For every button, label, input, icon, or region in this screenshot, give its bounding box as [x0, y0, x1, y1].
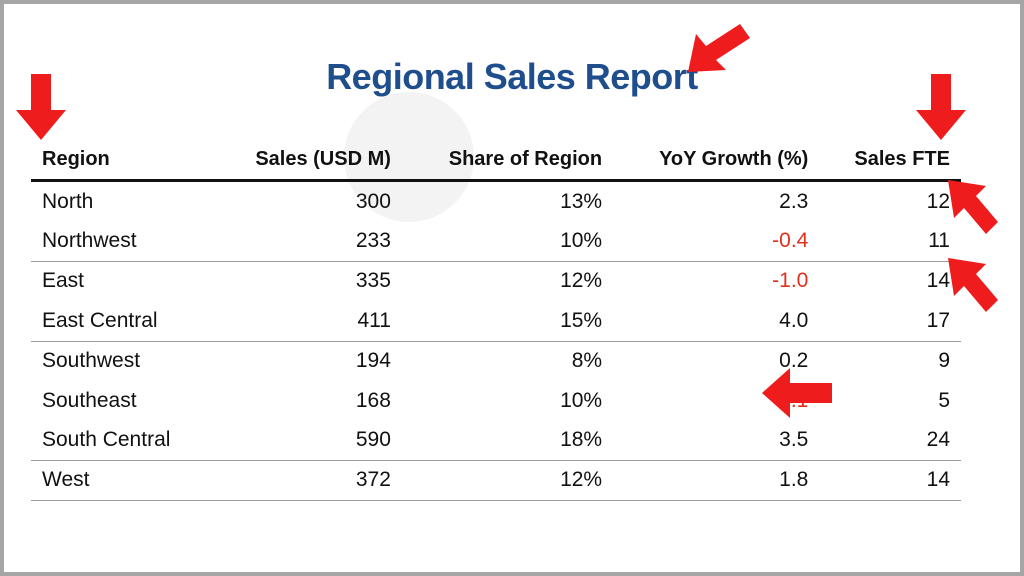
- table-header-row: Region Sales (USD M) Share of Region YoY…: [31, 140, 961, 182]
- arrow-row-north-icon: [948, 180, 998, 234]
- cell-fte: 14: [819, 260, 961, 302]
- cell-share: 12%: [401, 260, 614, 302]
- cell-region: Southeast: [42, 388, 137, 412]
- table-row: East Central 411 15% 4.0 17: [31, 301, 961, 341]
- slide-frame: Regional Sales Report Region Sales (USD …: [4, 4, 1020, 572]
- table-row: West 372 12% 1.8 14: [31, 459, 961, 502]
- cell-fte: 24: [926, 428, 950, 452]
- cell-fte: 9: [819, 340, 961, 381]
- cell-fte: 17: [926, 308, 950, 332]
- header-sales: Sales (USD M): [212, 140, 402, 182]
- arrow-region-header-icon: [16, 74, 66, 140]
- cell-fte: 12: [926, 189, 950, 213]
- cell-region: East: [31, 260, 213, 302]
- cell-sales: 300: [355, 189, 391, 213]
- header-fte: Sales FTE: [819, 140, 961, 182]
- cell-share: 10%: [560, 229, 603, 253]
- cell-sales: 411: [357, 308, 391, 332]
- header-growth: YoY Growth (%): [613, 140, 820, 182]
- cell-fte: 14: [819, 459, 961, 502]
- table-body: North 300 13% 2.3 12 Northwest 233 10% -0.4 11 Eas…: [31, 181, 961, 502]
- cell-growth: 1.8: [613, 459, 820, 502]
- header-region: Region: [31, 140, 213, 182]
- table-row: South Central 590 18% 3.5 24: [31, 420, 961, 460]
- arrow-title-icon: [688, 24, 750, 72]
- table-row: East 335 12% -1.0 14: [31, 260, 961, 302]
- cell-share: 10%: [560, 388, 603, 412]
- cell-growth: 2.3: [779, 189, 809, 213]
- cell-fte: 5: [938, 388, 950, 412]
- cell-growth: 4.0: [779, 308, 809, 332]
- arrow-fte-header-icon: [916, 74, 966, 140]
- cell-growth: -1.0: [613, 260, 820, 302]
- arrow-row-east-icon: [948, 258, 998, 312]
- cell-region: West: [31, 459, 213, 502]
- cell-sales: 335: [212, 260, 402, 302]
- cell-region: North: [42, 189, 94, 213]
- cell-region: Southwest: [31, 340, 213, 381]
- cell-share: 18%: [560, 428, 603, 452]
- cell-share: 8%: [401, 340, 614, 381]
- cell-sales: 194: [212, 340, 402, 381]
- cell-sales: 168: [355, 388, 391, 412]
- cell-share: 13%: [560, 189, 603, 213]
- cell-region: South Central: [42, 428, 171, 452]
- cell-region: East Central: [42, 308, 158, 332]
- sales-table: Region Sales (USD M) Share of Region YoY…: [31, 140, 961, 502]
- cell-growth: -0.4: [772, 229, 809, 253]
- cell-share: 12%: [401, 459, 614, 502]
- header-share: Share of Region: [401, 140, 614, 182]
- cell-sales: 233: [355, 229, 391, 253]
- cell-region: Northwest: [42, 229, 137, 253]
- arrow-cell-southeast-growth-icon: [762, 368, 832, 418]
- cell-fte: 11: [928, 229, 950, 253]
- table-row: North 300 13% 2.3 12: [31, 181, 961, 222]
- cell-growth: 3.5: [779, 428, 809, 452]
- cell-share: 15%: [560, 308, 603, 332]
- table-row: Northwest 233 10% -0.4 11: [31, 221, 961, 261]
- cell-sales: 590: [355, 428, 391, 452]
- cell-sales: 372: [212, 459, 402, 502]
- table-row: Southwest 194 8% 0.2 9: [31, 340, 961, 381]
- report-title: Regional Sales Report: [326, 56, 698, 97]
